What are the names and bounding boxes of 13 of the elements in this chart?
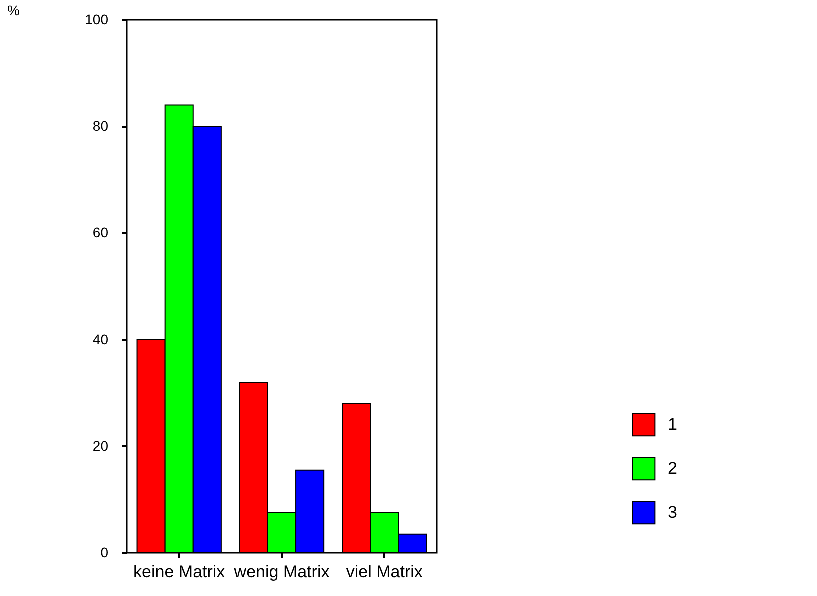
y-tick-label: 100: [85, 12, 109, 28]
y-axis-title: %: [8, 2, 20, 18]
legend-label: 1: [668, 415, 678, 434]
x-tick-label: wenig Matrix: [233, 562, 330, 582]
legend-label: 3: [668, 503, 678, 522]
x-tick-label: keine Matrix: [134, 562, 226, 582]
y-tick-label: 80: [92, 118, 109, 134]
y-tick-label: 60: [92, 224, 109, 241]
y-tick-label: 20: [92, 438, 109, 454]
y-tick-label: 40: [92, 331, 109, 348]
legend-label: 2: [668, 459, 678, 478]
y-tick-label: 0: [100, 544, 109, 560]
x-tick-label: viel Matrix: [346, 562, 424, 582]
